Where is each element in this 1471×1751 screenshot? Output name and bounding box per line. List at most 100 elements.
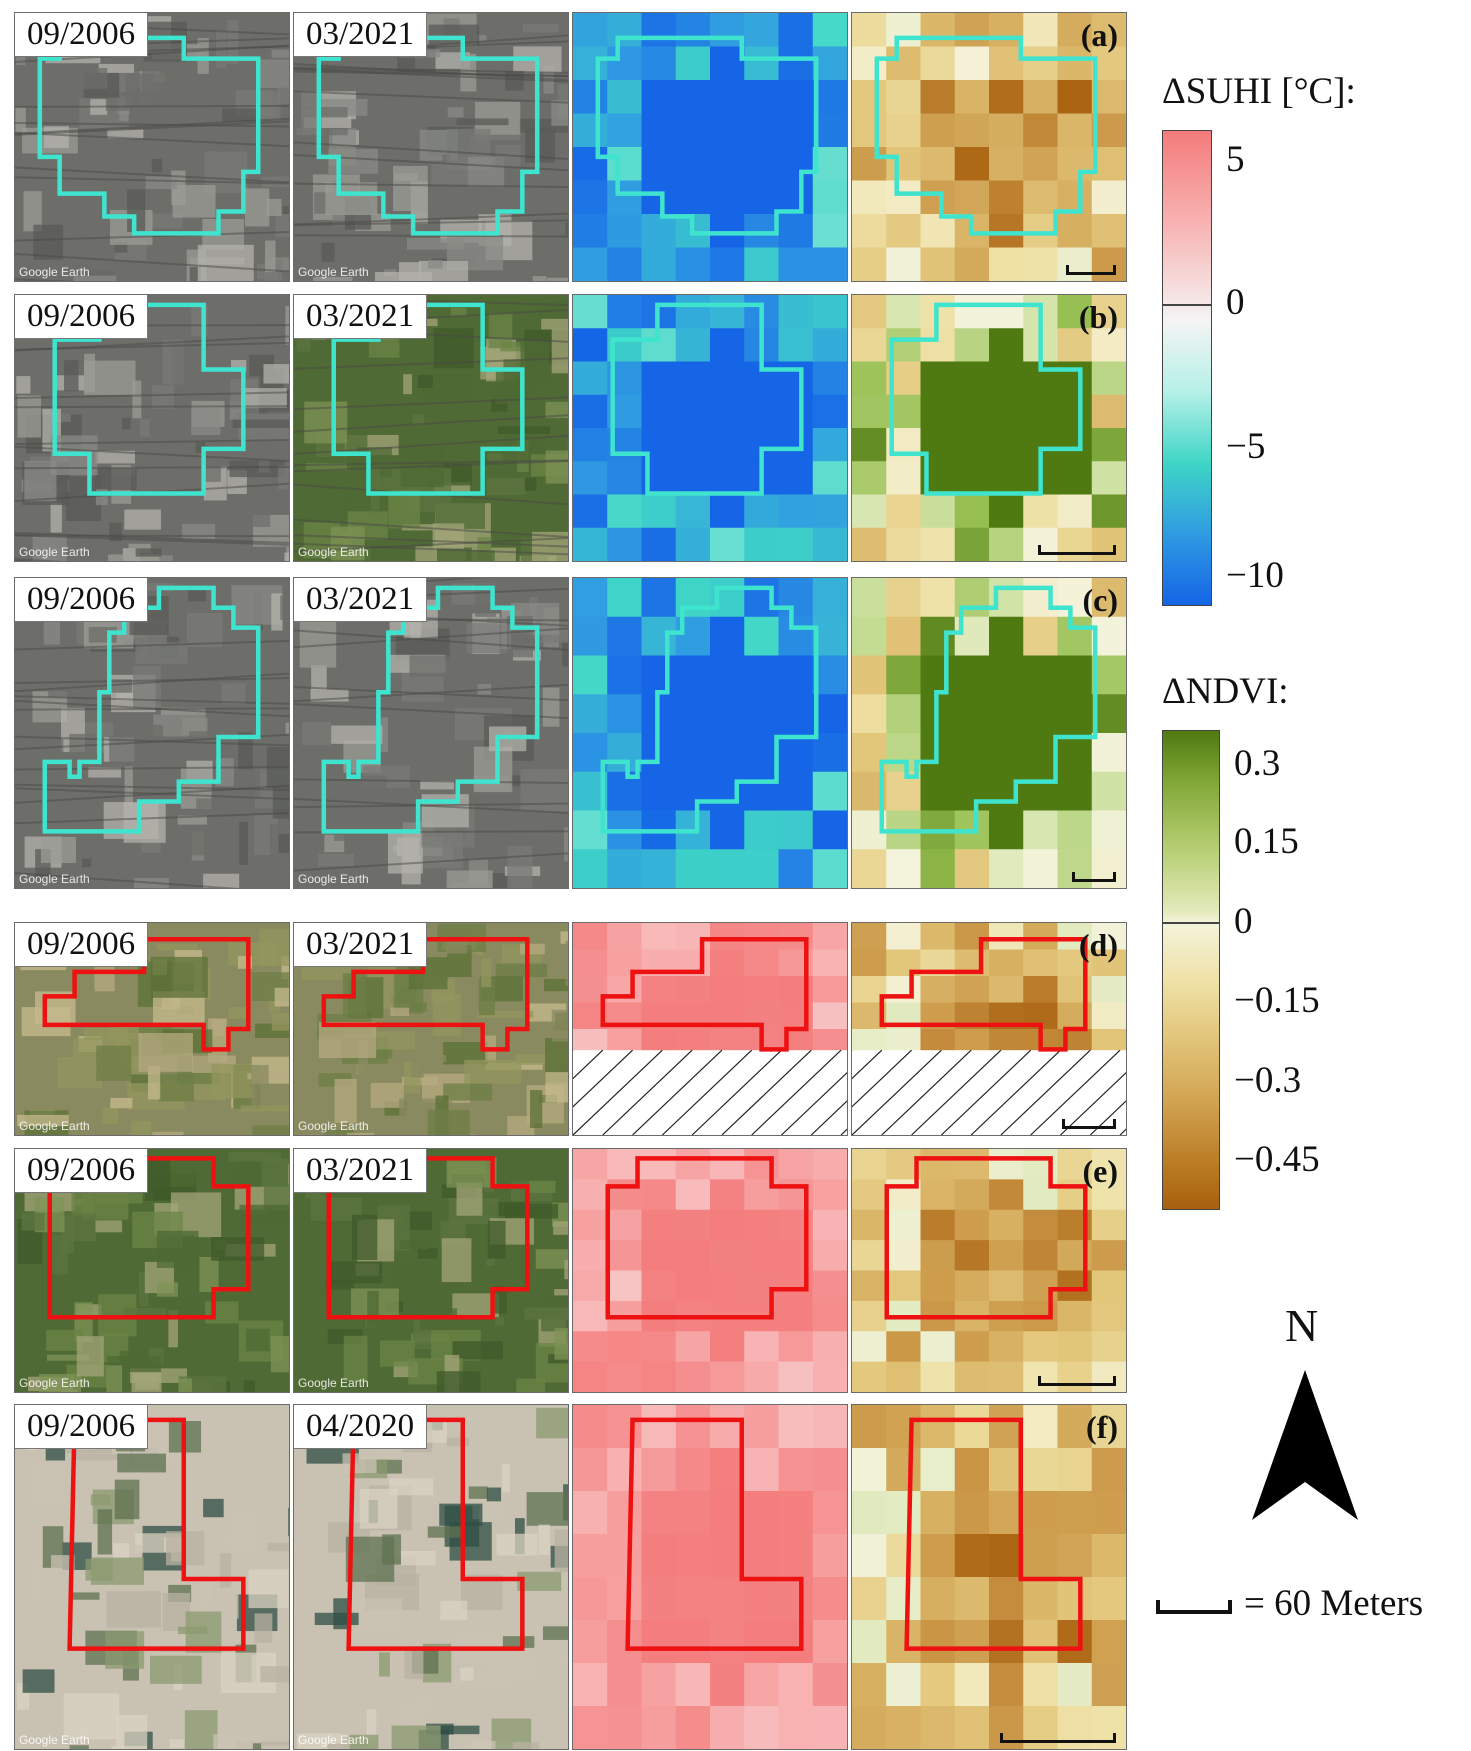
suhi-change-map [572,294,848,562]
ndvi-change-map: (a) [851,12,1127,282]
figure-row: 09/2006 Google Earth 04/2020 Google Earth (f… [14,1404,1130,1750]
satellite-image-after: 03/2021 Google Earth [293,577,569,889]
figure-row: 09/2006 Google Earth 03/2021 Google Earth (e… [14,1148,1130,1393]
study-area-outline [15,13,289,281]
suhi-change-map [572,1404,848,1750]
study-area-outline [573,295,847,561]
study-area-outline [15,578,289,888]
satellite-image-after: 03/2021 Google Earth [293,922,569,1136]
panel-letter: (e) [1082,1153,1118,1189]
study-area-outline [852,578,1126,888]
study-area-outline [573,1149,847,1392]
study-area-outline [294,13,568,281]
suhi-change-map [572,922,848,1136]
date-after-label: 04/2020 [294,1405,428,1449]
date-after-label: 03/2021 [294,13,428,57]
study-area-outline [15,1405,289,1749]
ndvi-change-map: (c) [851,577,1127,889]
watermark: Google Earth [298,872,369,886]
ndvi-tick-label: 0 [1234,901,1253,942]
ndvi-change-map: (f) [851,1404,1127,1750]
ndvi-tick-label: 0.3 [1234,743,1281,784]
study-area-outline [573,578,847,888]
satellite-image-before: 09/2006 Google Earth [14,294,290,562]
panel-letter: (d) [1078,927,1118,963]
watermark: Google Earth [19,1376,90,1390]
watermark: Google Earth [19,1119,90,1133]
ndvi-colorbar [1162,730,1220,1210]
date-before-label: 09/2006 [15,1149,149,1193]
study-area-outline [573,13,847,281]
ndvi-tick-label: −0.45 [1234,1139,1320,1180]
panel-letter: (a) [1080,17,1118,53]
suhi-tick-label: 0 [1226,282,1245,323]
satellite-image-before: 09/2006 Google Earth [14,922,290,1136]
watermark: Google Earth [19,872,90,886]
study-area-outline [294,923,568,1135]
study-area-outline [294,1405,568,1749]
scale-bar-icon [1038,1376,1116,1386]
scale-bar-icon [1072,872,1116,882]
watermark: Google Earth [298,1376,369,1390]
study-area-outline [852,295,1126,561]
date-before-label: 09/2006 [15,923,149,967]
study-area-outline [573,1405,847,1749]
watermark: Google Earth [298,265,369,279]
date-before-label: 09/2006 [15,295,149,339]
ndvi-legend-title: ΔNDVI: [1162,671,1289,712]
satellite-image-after: 04/2020 Google Earth [293,1404,569,1750]
panel-letter: (f) [1086,1409,1118,1445]
figure-row: 09/2006 Google Earth 03/2021 Google Earth (b… [14,294,1130,562]
study-area-outline [15,923,289,1135]
satellite-image-before: 09/2006 Google Earth [14,1148,290,1393]
watermark: Google Earth [298,1119,369,1133]
ndvi-change-map: (b) [851,294,1127,562]
date-after-label: 03/2021 [294,578,428,622]
watermark: Google Earth [19,545,90,559]
suhi-colorbar [1162,130,1212,606]
satellite-image-before: 09/2006 Google Earth [14,1404,290,1750]
panel-letter: (c) [1082,582,1118,618]
ndvi-tick-label: −0.3 [1234,1060,1302,1101]
satellite-image-before: 09/2006 Google Earth [14,577,290,889]
suhi-change-map [572,1148,848,1393]
suhi-tick-label: −10 [1226,555,1284,596]
watermark: Google Earth [19,1733,90,1747]
date-before-label: 09/2006 [15,578,149,622]
scale-bar-icon [1062,1119,1116,1129]
study-area-outline [852,13,1126,281]
satellite-image-after: 03/2021 Google Earth [293,12,569,282]
scale-bar-icon [1066,265,1116,275]
study-area-outline [852,923,1126,1135]
figure-row: 09/2006 Google Earth 03/2021 Google Earth (d… [14,922,1130,1136]
suhi-tick-label: −5 [1226,426,1266,467]
scale-bar-icon [1038,545,1116,555]
date-after-label: 03/2021 [294,923,428,967]
study-area-outline [852,1149,1126,1392]
date-before-label: 09/2006 [15,1405,149,1449]
watermark: Google Earth [298,1733,369,1747]
ndvi-tick-label: −0.15 [1234,980,1320,1021]
date-before-label: 09/2006 [15,13,149,57]
satellite-image-after: 03/2021 Google Earth [293,1148,569,1393]
suhi-tick-label: 5 [1226,139,1245,180]
date-after-label: 03/2021 [294,295,428,339]
ndvi-change-map: (e) [851,1148,1127,1393]
suhi-change-map [572,12,848,282]
watermark: Google Earth [298,545,369,559]
study-area-outline [852,1405,1126,1749]
suhi-change-map [572,577,848,889]
figure-row: 09/2006 Google Earth 03/2021 Google Earth (c… [14,577,1130,889]
study-area-outline [573,923,847,1135]
suhi-legend-title: ΔSUHI [°C]: [1162,71,1356,112]
scale-bar-icon [1156,1600,1232,1614]
study-area-outline [294,578,568,888]
ndvi-tick-label: 0.15 [1234,821,1299,862]
watermark: Google Earth [19,265,90,279]
north-arrow-icon [1252,1370,1358,1520]
scale-bar-icon [1000,1733,1116,1743]
figure-row: 09/2006 Google Earth 03/2021 Google Earth (a… [14,12,1130,282]
scale-label: = 60 Meters [1244,1583,1424,1624]
satellite-image-before: 09/2006 Google Earth [14,12,290,282]
ndvi-change-map: (d) [851,922,1127,1136]
